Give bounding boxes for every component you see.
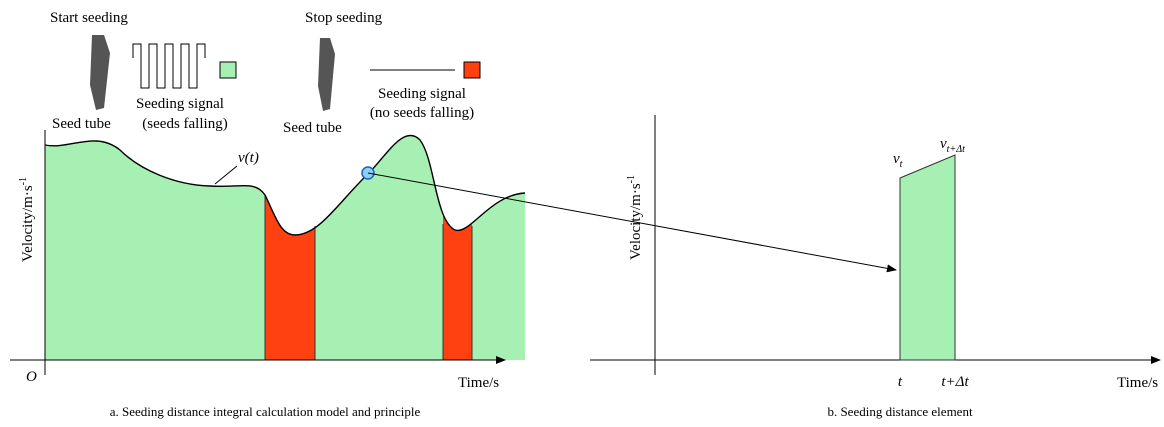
- signal-label: Seeding signal: [136, 96, 224, 112]
- area: [45, 100, 525, 360]
- vt-dt-label: vt+Δt: [940, 136, 965, 155]
- vt-label: vt: [893, 151, 903, 170]
- curve-label: v(t): [238, 150, 259, 166]
- signal-label: (seeds falling): [142, 116, 227, 132]
- red-area: [265, 100, 315, 360]
- origin-label: O: [26, 369, 37, 385]
- signal-wave: [133, 44, 205, 88]
- signal-label: (no seeds falling): [370, 105, 474, 121]
- distance-element: [900, 155, 955, 360]
- x-axis-label: Time/s: [458, 375, 499, 391]
- start-label: Start seeding: [50, 10, 128, 26]
- red-swatch: [464, 62, 480, 78]
- x-axis-label: Time/s: [1117, 375, 1158, 391]
- seed-tube-label: Seed tube: [52, 116, 111, 132]
- caption: b. Seeding distance element: [827, 404, 973, 419]
- green-swatch: [220, 62, 236, 78]
- seed-tube-label: Seed tube: [283, 120, 342, 136]
- seed-tube-icon: [318, 38, 335, 111]
- t-dt-label: t+Δt: [941, 374, 969, 390]
- t-label: t: [898, 374, 903, 390]
- seed-tube-icon: [90, 35, 110, 110]
- y-axis-label: Velocity/m·s-1: [626, 175, 644, 260]
- caption: a. Seeding distance integral calculation…: [110, 404, 421, 419]
- stop-label: Stop seeding: [305, 10, 383, 26]
- leader-line: [215, 166, 237, 184]
- y-axis-label: Velocity/m·s-1: [18, 177, 36, 262]
- figure: v(t) Velocity/m·s-1 O Time/s a. Seeding …: [0, 0, 1164, 427]
- signal-label: Seeding signal: [378, 86, 466, 102]
